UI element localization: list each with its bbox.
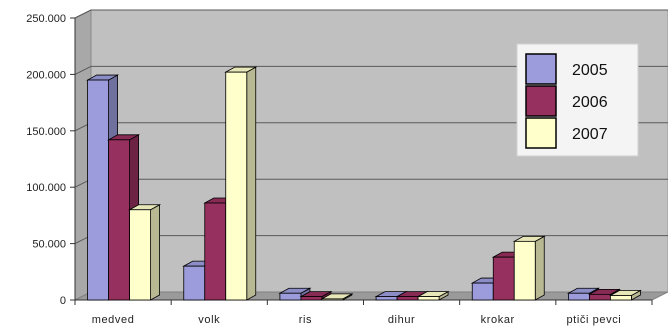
legend: 2005 2006 2007 [516, 43, 639, 157]
bar [299, 290, 333, 301]
bar-front [417, 296, 440, 301]
bar [224, 66, 258, 301]
bar [320, 293, 354, 301]
bar-side [246, 66, 257, 301]
legend-swatch [525, 117, 557, 149]
bar-front [610, 295, 632, 301]
bar-front [204, 202, 227, 301]
bars [86, 66, 642, 301]
legend-label: 2007 [572, 126, 608, 143]
x-category-label: medved [92, 314, 135, 326]
bar-front [513, 240, 536, 301]
legend-swatch [525, 85, 557, 117]
y-tick-label: 0 [60, 295, 66, 307]
legend-label: 2006 [572, 94, 608, 111]
x-category-label: krokar [481, 314, 515, 326]
y-tick-label: 250.000 [26, 13, 66, 25]
bar-front [279, 292, 302, 301]
axes [70, 17, 653, 305]
legend-label: 2005 [572, 62, 608, 79]
bar-front [87, 79, 109, 301]
y-tick-label: 100.000 [26, 182, 66, 194]
bar-front [471, 282, 494, 301]
x-category-labels: medved volk ris dihur krokar ptiči pevci [92, 314, 621, 326]
x-category-label: dihur [388, 314, 415, 326]
y-tick-label: 50.000 [32, 239, 66, 251]
bar [512, 235, 546, 301]
bar-front [321, 298, 344, 301]
y-tick-label: 150.000 [26, 126, 66, 138]
y-tick-label: 200.000 [26, 69, 66, 81]
bar [608, 289, 642, 301]
bar-side [150, 204, 160, 301]
gridline [74, 9, 668, 19]
bar-front [108, 139, 130, 301]
bar-front [375, 296, 398, 301]
bar-front [589, 293, 611, 301]
x-category-label: volk [198, 314, 220, 326]
bar-side [534, 235, 545, 301]
bar-front [183, 265, 206, 301]
y-tick-labels: 0 50.000 100.000 150.000 200.000 250.000 [26, 13, 66, 307]
bar-front [129, 209, 151, 301]
x-category-label: ris [299, 314, 312, 326]
bar-front [225, 71, 248, 301]
bar-front [300, 296, 323, 301]
gridline [74, 65, 668, 75]
bar-front [492, 256, 515, 301]
bar-front [568, 292, 590, 301]
bar [416, 290, 450, 301]
x-category-label: ptiči pevci [566, 314, 621, 326]
bar-front [396, 296, 419, 301]
legend-swatch [525, 53, 557, 85]
bar [128, 204, 162, 301]
